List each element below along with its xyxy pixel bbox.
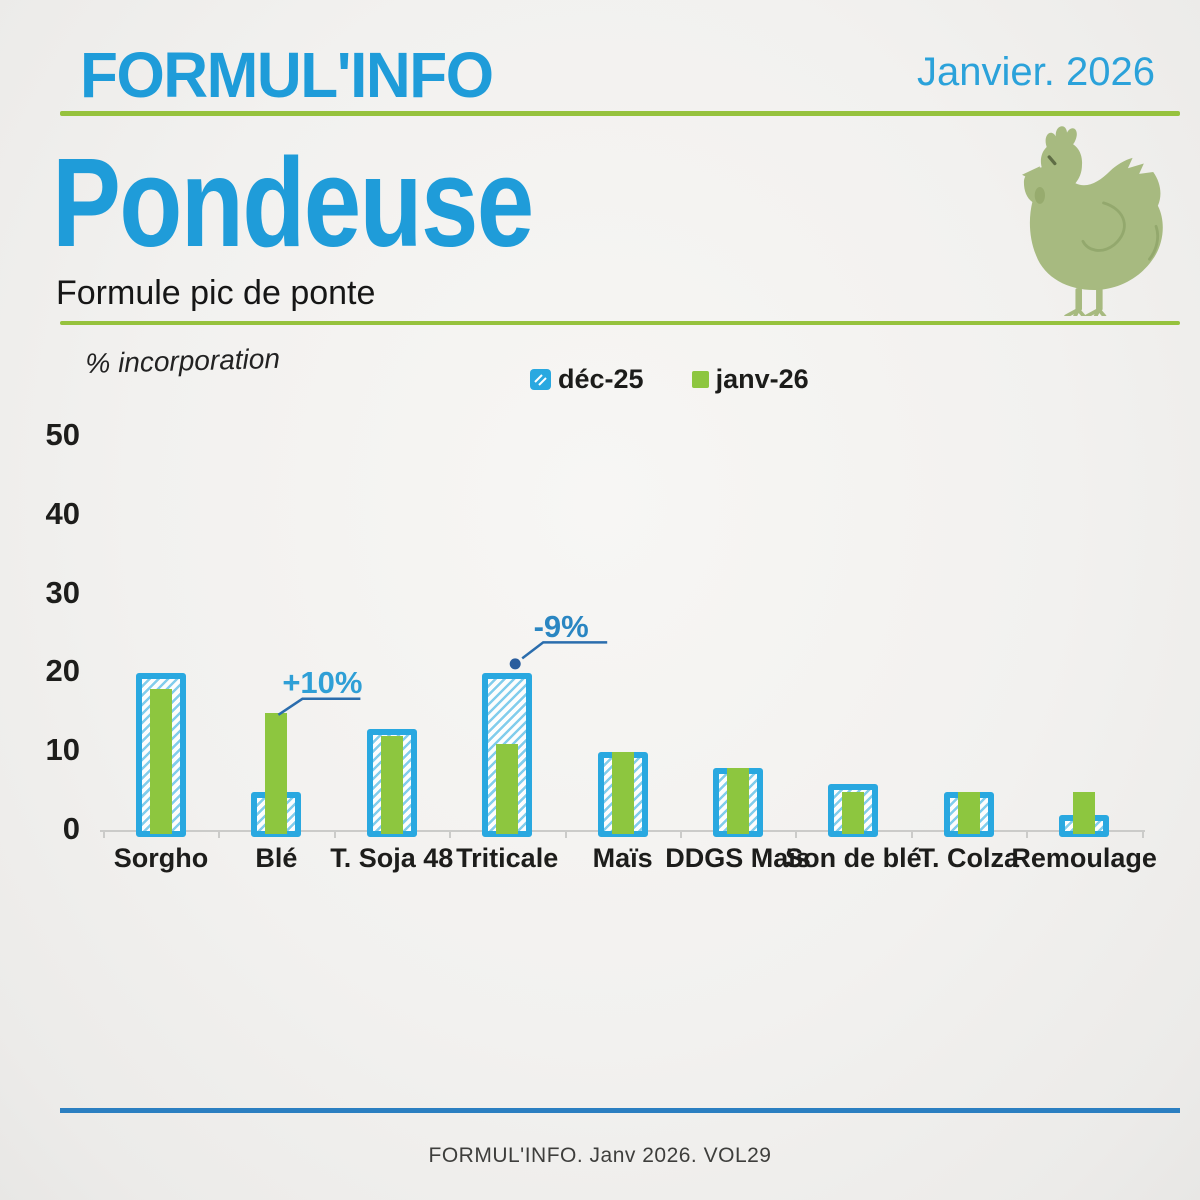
y-axis-tick-label: 20 xyxy=(45,653,80,689)
y-axis-tick-label: 50 xyxy=(45,417,80,452)
bar-janv26-2 xyxy=(380,736,403,834)
x-axis-category-label: Remoulage xyxy=(1011,843,1157,873)
x-axis-category-label: Blé xyxy=(255,843,298,873)
y-axis-tick-label: 0 xyxy=(62,811,80,846)
x-axis-tick xyxy=(103,830,105,838)
x-axis-tick xyxy=(1141,830,1144,838)
annotation-label: +10% xyxy=(282,664,363,700)
title-divider xyxy=(60,321,1180,325)
brand-logo: FORMUL'INFO xyxy=(80,39,494,111)
annotation-label: -9% xyxy=(533,609,589,645)
page-title: Pondeuse xyxy=(52,132,534,273)
y-axis-tick-label: 10 xyxy=(45,732,80,768)
annotation-dot xyxy=(509,658,521,670)
x-axis-category-label: T. Colza xyxy=(918,843,1020,873)
y-axis-tick-label: 40 xyxy=(45,495,80,531)
x-axis-tick xyxy=(333,830,336,838)
bar-janv26-0 xyxy=(150,689,172,834)
footer-caption: FORMUL'INFO. Janv 2026. VOL29 xyxy=(428,1144,772,1167)
legend-item-dec: déc-25 xyxy=(530,364,644,395)
x-axis-category-label: DDGS Maïs xyxy=(665,843,811,873)
chart-axis-title: % incorporation xyxy=(85,342,281,379)
bar-janv26-6 xyxy=(842,791,865,834)
legend-label-dec: déc-25 xyxy=(558,364,644,394)
x-axis-tick xyxy=(564,830,567,838)
hatched-blue-swatch-icon xyxy=(530,369,551,390)
page-subtitle: Formule pic de ponte xyxy=(56,274,376,312)
y-axis-tick-label: 30 xyxy=(45,574,80,610)
legend-item-janv: janv-26 xyxy=(691,364,809,395)
bar-janv26-3 xyxy=(496,744,519,834)
x-axis-tick xyxy=(795,830,798,838)
hen-icon xyxy=(1022,126,1163,316)
x-axis-category-label: Triticale xyxy=(456,843,559,873)
footer-divider xyxy=(60,1108,1180,1113)
bar-janv26-5 xyxy=(727,767,749,834)
x-axis-tick xyxy=(1026,830,1029,838)
x-axis-category-label: Maïs xyxy=(592,843,653,873)
bar-janv26-7 xyxy=(957,791,980,834)
x-axis-category-label: T. Soja 48 xyxy=(330,843,454,873)
x-axis-category-label: Sorgho xyxy=(113,843,209,873)
x-axis-tick xyxy=(218,830,221,838)
header-divider xyxy=(60,111,1180,116)
green-swatch-icon xyxy=(691,371,709,388)
bar-janv26-1 xyxy=(265,712,288,834)
issue-date: Janvier. 2026 xyxy=(917,50,1155,94)
x-axis-tick xyxy=(449,830,452,838)
bar-janv26-4 xyxy=(611,752,634,834)
x-axis-category-label: Son de blé xyxy=(785,843,922,873)
bar-janv26-8 xyxy=(1073,791,1096,834)
x-axis-tick xyxy=(910,830,913,838)
chart-legend: déc-25 janv-26 xyxy=(530,364,809,395)
x-axis-tick xyxy=(680,830,682,838)
legend-label-janv: janv-26 xyxy=(715,364,809,394)
